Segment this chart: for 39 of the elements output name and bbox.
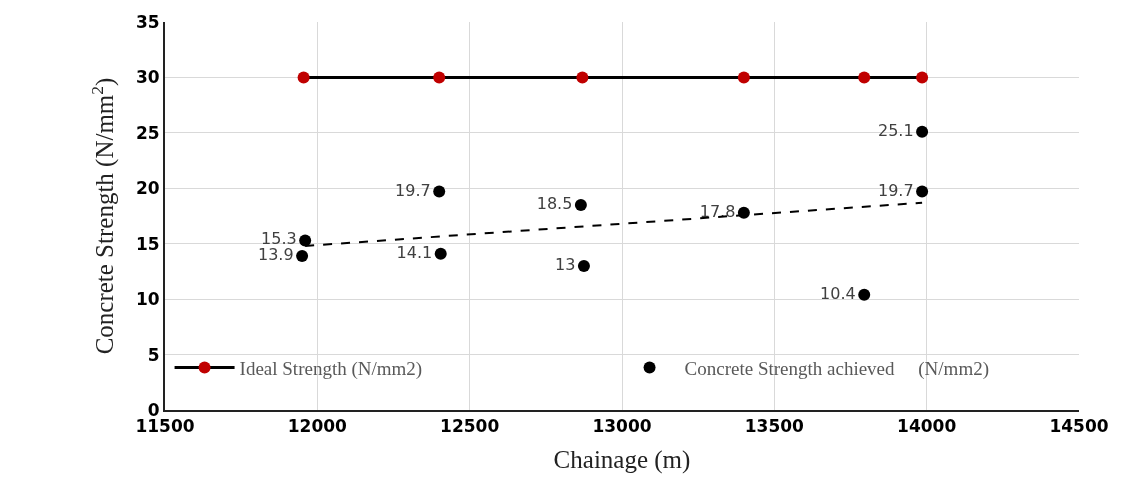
y-tick-label: 5 xyxy=(147,344,160,365)
point xyxy=(916,125,929,138)
y-tick-label: 15 xyxy=(135,233,160,254)
legend-label: Ideal Strength (N/mm2) xyxy=(239,357,423,380)
point xyxy=(433,185,446,198)
y-tick-label: 30 xyxy=(135,67,160,88)
point xyxy=(299,234,312,247)
y-tick-label: 20 xyxy=(135,178,160,199)
point xyxy=(577,259,590,272)
x-tick-label: 14500 xyxy=(1049,416,1109,437)
data-label: 13 xyxy=(555,254,576,274)
data-label: 19.7 xyxy=(395,180,431,200)
point xyxy=(858,71,871,84)
point xyxy=(433,71,446,84)
y-tick-label: 25 xyxy=(135,122,160,143)
x-axis-title: Chainage (m) xyxy=(553,445,691,474)
point xyxy=(297,71,310,84)
data-label: 10.4 xyxy=(820,283,856,303)
point xyxy=(916,185,929,198)
data-label: 19.7 xyxy=(877,180,914,200)
point xyxy=(576,71,589,84)
point xyxy=(916,71,929,84)
x-tick-label: 14000 xyxy=(897,416,957,437)
x-tick-label: 13000 xyxy=(592,416,652,437)
data-label: 14.1 xyxy=(396,242,433,262)
x-tick-label: 12000 xyxy=(287,416,348,437)
x-tick-label: 12500 xyxy=(440,416,500,437)
x-tick-label: 13500 xyxy=(744,416,805,437)
data-label: 25.1 xyxy=(877,120,914,140)
y-tick-label: 35 xyxy=(135,11,160,32)
point xyxy=(737,71,750,84)
point xyxy=(574,198,587,211)
point xyxy=(296,249,309,262)
y-tick-label: 10 xyxy=(135,289,160,310)
point xyxy=(434,247,447,260)
legend-label: Concrete Strength achieved (N/mm2) xyxy=(684,357,990,380)
point xyxy=(858,288,871,301)
data-label: 18.5 xyxy=(536,193,573,213)
data-label: 17.8 xyxy=(699,201,736,221)
